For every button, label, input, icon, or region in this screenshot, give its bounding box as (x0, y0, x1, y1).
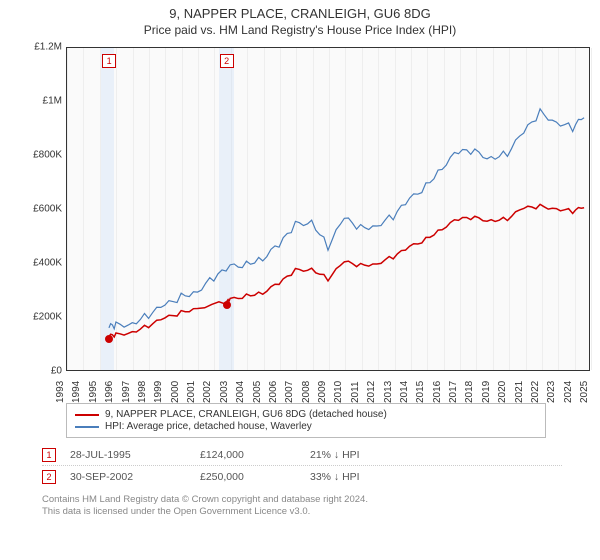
sale-row-marker: 1 (42, 448, 56, 462)
sales-table: 1 28-JUL-1995£124,00021% ↓ HPI 2 30-SEP-200… (42, 444, 562, 488)
x-tick-label: 2015 (415, 381, 426, 403)
plot-area: 12 (66, 47, 590, 371)
y-tick-label: £400K (33, 258, 62, 269)
series-hpi (109, 109, 584, 329)
sale-marker-dot (223, 301, 231, 309)
x-tick-label: 1995 (88, 381, 99, 403)
legend-label: HPI: Average price, detached house, Wave… (105, 421, 312, 432)
x-tick-label: 1994 (71, 381, 82, 403)
chart-container: 9, NAPPER PLACE, CRANLEIGH, GU6 8DG Pric… (0, 0, 600, 560)
x-tick-label: 1997 (121, 381, 132, 403)
sale-row: 2 30-SEP-2002£250,00033% ↓ HPI (42, 466, 562, 488)
sale-row-marker: 2 (42, 470, 56, 484)
legend-item: 9, NAPPER PLACE, CRANLEIGH, GU6 8DG (det… (75, 409, 537, 420)
y-tick-label: £800K (33, 150, 62, 161)
x-tick-label: 1996 (104, 381, 115, 403)
page-title: 9, NAPPER PLACE, CRANLEIGH, GU6 8DG (0, 6, 600, 21)
x-tick-label: 2014 (399, 381, 410, 403)
x-tick-label: 2002 (202, 381, 213, 403)
sale-row: 1 28-JUL-1995£124,00021% ↓ HPI (42, 444, 562, 466)
sale-marker-label: 2 (220, 54, 234, 68)
x-tick-label: 2003 (219, 381, 230, 403)
series-property (109, 204, 584, 337)
sale-price: £250,000 (200, 471, 310, 483)
x-tick-label: 2025 (579, 381, 590, 403)
footer-attribution: Contains HM Land Registry data © Crown c… (42, 494, 600, 519)
y-tick-label: £1M (43, 96, 62, 107)
page-subtitle: Price paid vs. HM Land Registry's House … (0, 23, 600, 37)
legend-swatch (75, 426, 99, 428)
sale-price: £124,000 (200, 449, 310, 461)
x-tick-label: 2001 (186, 381, 197, 403)
x-tick-label: 2017 (448, 381, 459, 403)
x-tick-label: 2004 (235, 381, 246, 403)
x-tick-label: 2021 (514, 381, 525, 403)
legend-label: 9, NAPPER PLACE, CRANLEIGH, GU6 8DG (det… (105, 409, 387, 420)
x-axis: 1993199419951996199719981999200020012002… (66, 371, 590, 397)
x-tick-label: 1998 (137, 381, 148, 403)
legend-swatch (75, 414, 99, 416)
sale-marker-label: 1 (102, 54, 116, 68)
x-tick-label: 1993 (55, 381, 66, 403)
x-tick-label: 2005 (252, 381, 263, 403)
y-tick-label: £1.2M (34, 42, 62, 53)
x-tick-label: 2010 (333, 381, 344, 403)
x-tick-label: 2018 (464, 381, 475, 403)
line-chart: £0£200K£400K£600K£800K£1M£1.2M 12 199319… (30, 47, 590, 397)
title-block: 9, NAPPER PLACE, CRANLEIGH, GU6 8DG Pric… (0, 0, 600, 39)
x-tick-label: 2024 (563, 381, 574, 403)
footer-line-2: This data is licensed under the Open Gov… (42, 506, 600, 518)
x-tick-label: 1999 (153, 381, 164, 403)
sale-hpi-delta: 33% ↓ HPI (310, 471, 420, 483)
x-tick-label: 2016 (432, 381, 443, 403)
legend: 9, NAPPER PLACE, CRANLEIGH, GU6 8DG (det… (66, 403, 546, 438)
footer-line-1: Contains HM Land Registry data © Crown c… (42, 494, 600, 506)
x-tick-label: 2022 (530, 381, 541, 403)
chart-svg (67, 48, 589, 370)
x-tick-label: 2000 (170, 381, 181, 403)
y-tick-label: £0 (51, 366, 62, 377)
x-tick-label: 2023 (546, 381, 557, 403)
x-tick-label: 2007 (284, 381, 295, 403)
x-tick-label: 2008 (301, 381, 312, 403)
sale-date: 30-SEP-2002 (70, 471, 200, 483)
x-tick-label: 2013 (383, 381, 394, 403)
x-tick-label: 2009 (317, 381, 328, 403)
y-tick-label: £600K (33, 204, 62, 215)
sale-marker-dot (105, 335, 113, 343)
x-tick-label: 2006 (268, 381, 279, 403)
gridline (591, 48, 592, 370)
x-tick-label: 2012 (366, 381, 377, 403)
x-tick-label: 2011 (350, 381, 361, 403)
sale-date: 28-JUL-1995 (70, 449, 200, 461)
legend-item: HPI: Average price, detached house, Wave… (75, 421, 537, 432)
x-tick-label: 2020 (497, 381, 508, 403)
sale-hpi-delta: 21% ↓ HPI (310, 449, 420, 461)
y-tick-label: £200K (33, 312, 62, 323)
x-tick-label: 2019 (481, 381, 492, 403)
y-axis: £0£200K£400K£600K£800K£1M£1.2M (30, 47, 66, 371)
